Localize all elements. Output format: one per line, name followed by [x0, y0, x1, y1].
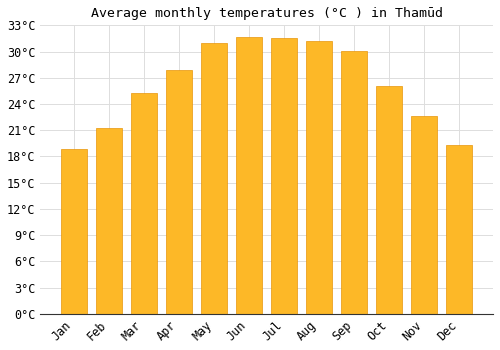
Bar — [376, 86, 402, 314]
Bar — [411, 116, 438, 314]
Bar — [271, 37, 297, 314]
Bar — [446, 145, 472, 314]
Title: Average monthly temperatures (°C ) in Thamūd: Average monthly temperatures (°C ) in Th… — [90, 7, 442, 20]
Bar — [61, 149, 87, 314]
Bar — [96, 128, 122, 314]
Bar — [306, 41, 332, 314]
Bar — [166, 70, 192, 314]
Bar — [236, 37, 262, 314]
Bar — [201, 43, 228, 314]
Bar — [131, 93, 157, 314]
Bar — [341, 51, 367, 314]
